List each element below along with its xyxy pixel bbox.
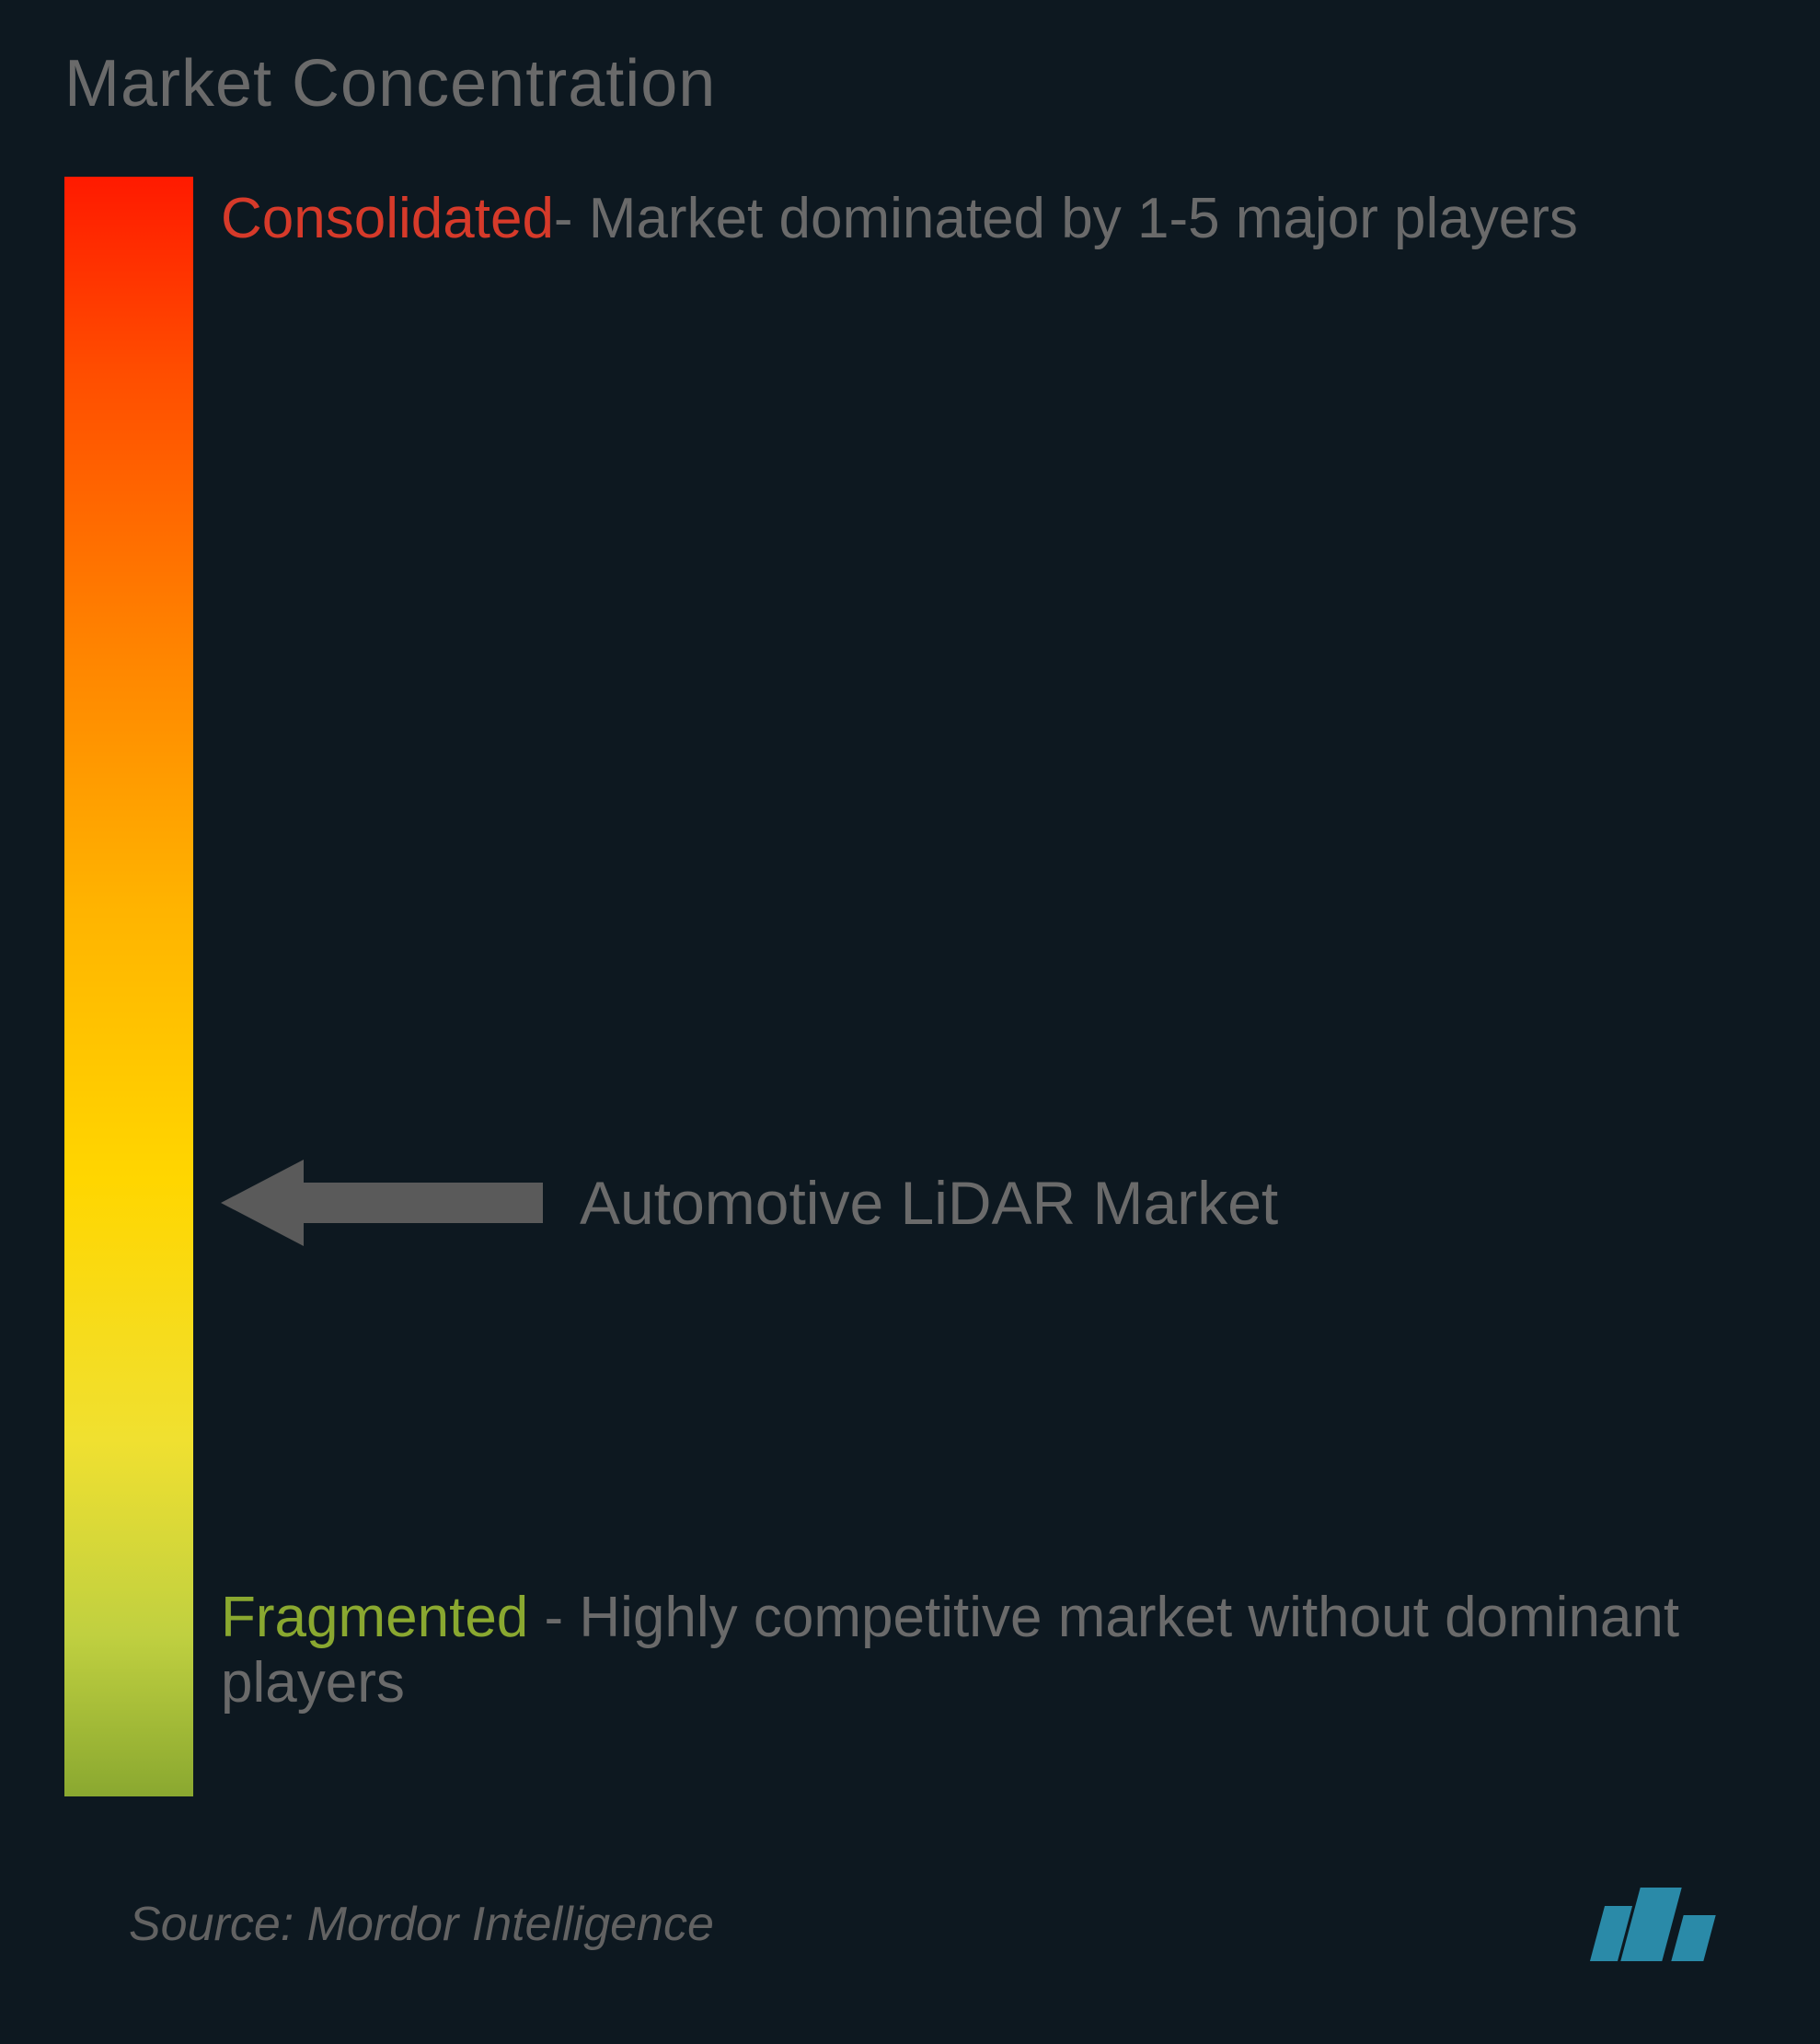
logo-bar <box>1620 1888 1681 1961</box>
logo-bar <box>1671 1915 1715 1961</box>
arrow-left-icon <box>221 1152 552 1253</box>
market-name-label: Automotive LiDAR Market <box>580 1168 1278 1238</box>
content-row: Consolidated- Market dominated by 1-5 ma… <box>64 177 1774 1796</box>
concentration-gradient-bar <box>64 177 193 1796</box>
market-concentration-diagram: Market Concentration <box>64 46 1774 1998</box>
diagram-title: Market Concentration <box>64 46 1774 121</box>
text-column: Consolidated- Market dominated by 1-5 ma… <box>221 177 1774 1796</box>
market-pointer: Automotive LiDAR Market <box>221 1152 1278 1253</box>
gradient-svg <box>64 177 193 1796</box>
source-attribution: Source: Mordor Intelligence <box>129 1897 714 1952</box>
mordor-logo-icon <box>1597 1888 1710 1961</box>
consolidated-description: - Market dominated by 1-5 major players <box>554 187 1578 250</box>
consolidated-label: Consolidated <box>221 187 554 250</box>
fragmented-label: Fragmented <box>221 1586 528 1649</box>
fragmented-block: Fragmented - Highly competitive market w… <box>221 1585 1719 1715</box>
consolidated-block: Consolidated- Market dominated by 1-5 ma… <box>221 186 1719 251</box>
footer: Source: Mordor Intelligence <box>129 1888 1710 1961</box>
